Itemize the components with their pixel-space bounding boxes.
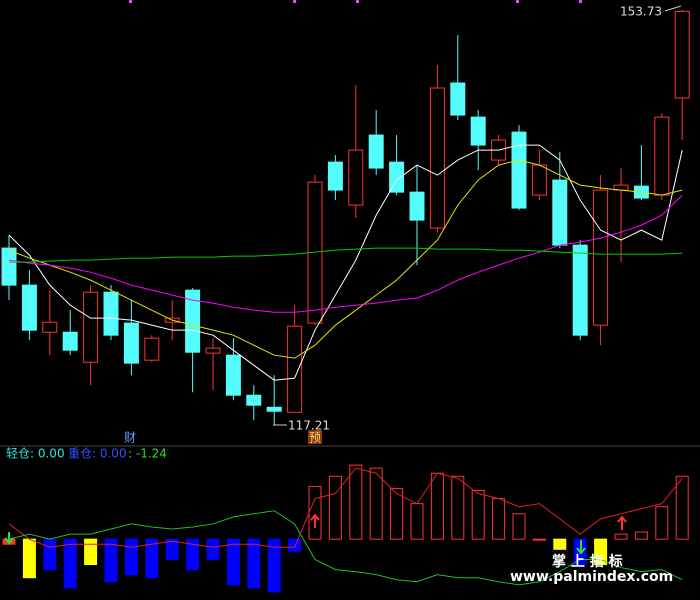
indicator-bar: [349, 464, 363, 540]
indicator-bar: [84, 538, 98, 566]
candle-body: [83, 291, 99, 363]
signal-arrows: [4, 513, 627, 555]
candle-body: [1, 247, 17, 286]
indicator-bar: [288, 538, 302, 552]
candle-body: [327, 161, 343, 191]
candle-body: [593, 189, 609, 326]
candle-body: [287, 325, 303, 413]
indicator-bar: [43, 538, 57, 571]
indicator-bar: [369, 467, 383, 540]
indicator-line: [8, 510, 683, 586]
candle-body: [185, 289, 201, 353]
candle-body: [654, 116, 670, 196]
high-pointer: [664, 5, 682, 12]
moving-average: [9, 247, 683, 263]
indicator-bar: [492, 498, 506, 540]
candle-body: [225, 354, 241, 396]
candle-body: [511, 131, 527, 209]
watermark: 掌 上 指 标: [552, 553, 623, 570]
indicator-bar: [186, 538, 200, 571]
indicator-bar: [553, 538, 567, 550]
indicator-bar: [247, 538, 261, 589]
indicator-header: : -1.24: [128, 447, 167, 461]
candle-body: [205, 347, 221, 354]
candle-body: [572, 244, 588, 336]
indicator-bar: [226, 538, 240, 586]
indicator-bar: [22, 538, 36, 579]
indicator-bar: [104, 538, 118, 583]
moving-average: [8, 159, 683, 359]
moving-average: [8, 194, 683, 313]
candle-body: [103, 291, 119, 336]
indicator-bar: [532, 538, 546, 541]
annotation-box: [308, 430, 322, 444]
indicator-bar: [328, 475, 342, 540]
watermark: www.palmindex.com: [510, 569, 673, 585]
indicator-bar: [267, 538, 281, 593]
candle-body: [429, 87, 445, 229]
candle-body: [531, 164, 547, 196]
annotation: 预: [309, 431, 321, 445]
indicator-bar: [145, 538, 159, 579]
candle-body: [246, 394, 262, 406]
indicator-bar: [675, 475, 689, 540]
candle-body: [348, 149, 364, 206]
indicator-bar: [308, 485, 322, 540]
candle-body: [552, 179, 568, 246]
candle-body: [450, 82, 466, 116]
top-markers: [129, 0, 582, 3]
candle-body: [144, 337, 160, 361]
indicator-bar: [655, 506, 669, 540]
indicator-line: [8, 467, 683, 548]
candle-body: [42, 321, 58, 333]
candle-body: [470, 116, 486, 146]
indicator-bar: [594, 538, 608, 566]
candle-body: [266, 406, 282, 412]
candle-body: [368, 134, 384, 169]
indicator-bar: [63, 538, 77, 589]
indicator-bar: [634, 531, 648, 540]
indicator-bar: [410, 503, 424, 540]
annotation: 财: [124, 431, 136, 445]
indicator-bar: [614, 533, 628, 540]
indicator-bar: [390, 487, 404, 540]
indicator-bar: [165, 538, 179, 560]
candle-body: [674, 10, 690, 99]
candle-body: [123, 322, 139, 364]
candle-body: [21, 284, 37, 331]
marks: [1, 9, 690, 593]
candle-body: [62, 331, 78, 351]
candle-body: [389, 161, 405, 193]
indicator-header: 重仓: 0.00: [68, 447, 127, 461]
low-label: 117.21: [288, 419, 330, 433]
high-label: 153.73: [620, 5, 662, 19]
indicator-bar: [430, 472, 444, 540]
indicator-bar: [451, 475, 465, 540]
indicator-bar: [206, 538, 220, 560]
candle-body: [409, 191, 425, 221]
indicator-header: 轻仓: 0.00: [6, 447, 65, 461]
indicator-bar: [471, 489, 485, 540]
indicator-bar: [512, 513, 526, 540]
indicator-bar: [124, 538, 138, 576]
